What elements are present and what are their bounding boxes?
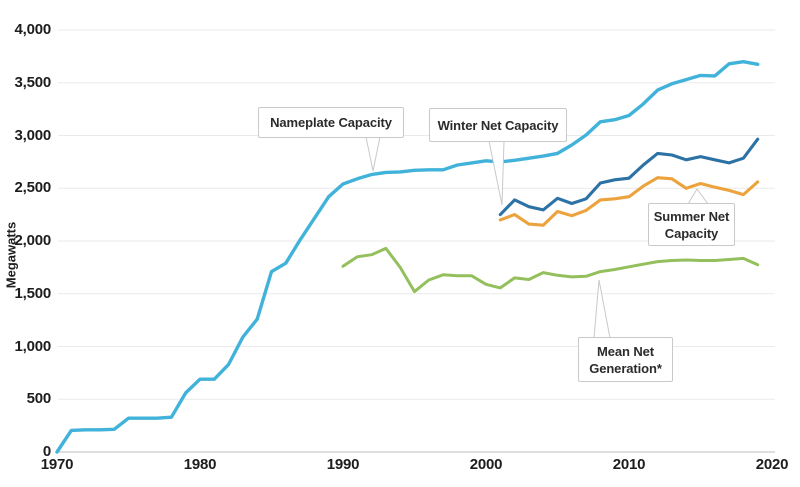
y-axis-tick-label: 500 [26, 390, 52, 408]
annotation-nameplate-capacity-label: Nameplate Capacity [270, 115, 392, 130]
annotation-mean-net-generation: Mean Net Generation* [578, 337, 673, 382]
y-axis-tick-label: 2,000 [14, 232, 51, 249]
y-axis-tick-label: 1,500 [14, 284, 51, 302]
series-line-summer-net-capacity [498, 176, 760, 227]
annotation-pointer [488, 140, 505, 206]
y-axis-tick-label: 3,500 [14, 73, 51, 91]
annotation-summer-net-capacity: Summer Net Capacity [648, 203, 735, 246]
y-axis-tick-label: 4,000 [14, 21, 51, 38]
annotation-summer-net-capacity-line2: Capacity [664, 225, 719, 241]
y-axis-tick-label: 1,000 [14, 337, 51, 355]
y-axis-tick-label: 0 [42, 443, 51, 460]
x-axis-tick-label: 1980 [183, 456, 217, 473]
y-axis-tick-label: 3,000 [14, 126, 51, 144]
annotation-winter-net-capacity: Winter Net Capacity [429, 108, 567, 142]
annotation-mean-net-generation-line1: Mean Net [597, 343, 654, 359]
x-axis-tick-label: 1970 [40, 456, 74, 473]
annotation-mean-net-generation-line2: Generation* [589, 360, 662, 376]
annotation-pointer [687, 188, 709, 205]
series-line-nameplate-capacity [55, 60, 760, 454]
annotation-pointer [365, 136, 381, 172]
annotation-winter-net-capacity-label: Winter Net Capacity [437, 117, 559, 133]
x-axis-tick-label: 2020 [755, 456, 789, 473]
series-line-mean-net-generation [341, 246, 760, 294]
x-axis-tick-label: 2000 [469, 456, 503, 473]
annotation-nameplate-capacity: Nameplate Capacity [258, 107, 404, 138]
annotation-pointer [593, 279, 611, 339]
series-line-winter-net-capacity [498, 137, 760, 217]
y-axis-tick-label: 2,500 [14, 179, 51, 197]
annotation-summer-net-capacity-line1: Summer Net [653, 208, 730, 224]
x-axis-tick-label: 1990 [326, 456, 360, 473]
x-axis-tick-label: 2010 [612, 456, 646, 473]
